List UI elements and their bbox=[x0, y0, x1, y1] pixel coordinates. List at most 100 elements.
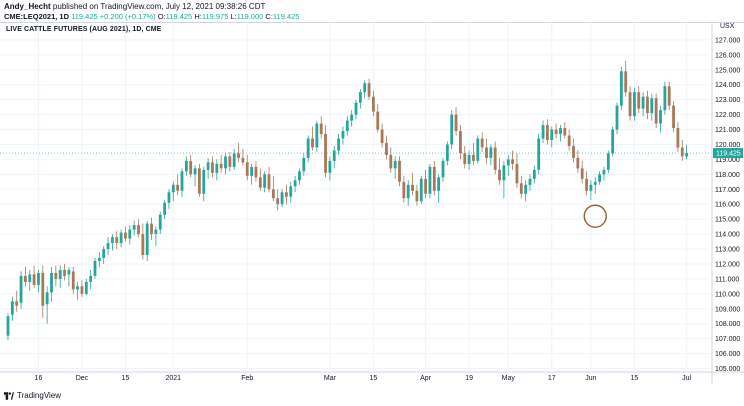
candle-body bbox=[606, 153, 610, 170]
candle-body bbox=[124, 232, 127, 239]
candle-body bbox=[28, 274, 32, 282]
candle-body bbox=[506, 159, 510, 166]
candlestick-chart[interactable]: 105.000 106.000 107.000 108.000 109.000 110.0… bbox=[0, 22, 744, 384]
y-tick-label: 127.000 bbox=[715, 37, 740, 44]
candle-body bbox=[171, 184, 175, 193]
symbol-label: CME:LEQ2021, 1D bbox=[4, 12, 70, 21]
x-tick-label: 15 bbox=[370, 375, 378, 382]
candle-body bbox=[550, 129, 554, 140]
candle-body bbox=[537, 138, 541, 170]
candle-body bbox=[502, 165, 506, 181]
x-tick-label: Apr bbox=[420, 375, 432, 382]
candle-body bbox=[193, 168, 197, 175]
x-tick-label: 19 bbox=[465, 375, 473, 382]
candle-body bbox=[411, 184, 414, 191]
publish-line: Andy_Hecht published on TradingView.com,… bbox=[4, 2, 265, 12]
candle-body bbox=[106, 243, 110, 250]
candle-body bbox=[367, 83, 371, 97]
candle-body bbox=[211, 162, 214, 173]
candle-body bbox=[659, 110, 662, 124]
y-tick-label: 124.000 bbox=[715, 82, 740, 89]
y-tick-label: 107.000 bbox=[715, 336, 740, 343]
candle-body bbox=[132, 225, 136, 230]
candle-body bbox=[267, 174, 271, 190]
y-tick-label: 121.000 bbox=[715, 127, 740, 134]
price-change: +0.200 (+0.17%) bbox=[99, 12, 156, 21]
candle-body bbox=[350, 114, 354, 121]
candle-body bbox=[654, 98, 658, 124]
candle-body bbox=[115, 237, 119, 244]
x-tick-label: Mar bbox=[324, 375, 337, 382]
candle-body bbox=[672, 105, 675, 129]
y-tick-label: 126.000 bbox=[715, 52, 740, 59]
candle-body bbox=[324, 134, 327, 173]
candle-body bbox=[97, 257, 101, 261]
candle-body bbox=[189, 160, 193, 175]
candle-body bbox=[19, 275, 23, 303]
candle-body bbox=[219, 163, 223, 169]
candle-body bbox=[37, 272, 40, 285]
candle-body bbox=[637, 92, 641, 109]
candle-body bbox=[163, 202, 166, 215]
candle-body bbox=[358, 92, 362, 103]
candle-body bbox=[663, 86, 667, 111]
candle-body bbox=[424, 178, 427, 194]
footer: TradingView bbox=[4, 391, 61, 400]
candle-body bbox=[615, 105, 619, 130]
candle-body bbox=[93, 260, 97, 276]
candle-body bbox=[454, 114, 458, 132]
close-value: 119.425 bbox=[272, 12, 300, 21]
candle-body bbox=[285, 192, 288, 197]
candle-body bbox=[32, 274, 36, 285]
close-label: C: bbox=[265, 12, 273, 21]
candle-body bbox=[419, 178, 423, 202]
candle-body bbox=[611, 129, 615, 154]
candle-body bbox=[467, 154, 471, 164]
y-tick-label: 105.000 bbox=[715, 366, 740, 373]
y-tick-label: 110.000 bbox=[715, 291, 740, 298]
candle-body bbox=[619, 71, 623, 106]
y-tick-label: 119.000 bbox=[715, 157, 740, 164]
candle-body bbox=[554, 129, 558, 135]
candle-body bbox=[541, 125, 545, 139]
candle-body bbox=[80, 286, 84, 294]
candle-body bbox=[306, 138, 310, 158]
candle-body bbox=[372, 96, 375, 112]
candle-body bbox=[572, 145, 575, 158]
candle-body bbox=[559, 128, 562, 135]
candle-body bbox=[546, 125, 549, 140]
last-price-tag-label: 119.425 bbox=[716, 151, 741, 158]
candle-body bbox=[198, 168, 201, 194]
candle-body bbox=[685, 153, 688, 157]
x-tick-label: 17 bbox=[548, 375, 556, 382]
candle-body bbox=[441, 160, 445, 178]
author-name[interactable]: Andy_Hecht bbox=[4, 2, 51, 11]
candle-body bbox=[302, 157, 306, 172]
y-tick-label: 122.000 bbox=[715, 112, 740, 119]
y-tick-label: 125.000 bbox=[715, 67, 740, 74]
candle-body bbox=[76, 286, 79, 290]
x-tick-label: 16 bbox=[35, 375, 43, 382]
candle-body bbox=[624, 71, 628, 93]
y-tick-label: 108.000 bbox=[715, 321, 740, 328]
candle-body bbox=[376, 111, 380, 130]
footer-brand[interactable]: TradingView bbox=[17, 391, 62, 400]
low-label: L: bbox=[230, 12, 237, 21]
candle-body bbox=[337, 138, 340, 151]
candle-body bbox=[641, 96, 645, 109]
candle-body bbox=[58, 269, 62, 279]
candle-body bbox=[45, 292, 49, 305]
candle-body bbox=[280, 192, 284, 205]
candle-body bbox=[680, 147, 684, 157]
candle-body bbox=[415, 190, 419, 202]
candle-body bbox=[250, 166, 253, 176]
candle-body bbox=[206, 162, 210, 170]
candle-body bbox=[354, 102, 358, 115]
candle-body bbox=[176, 184, 180, 191]
candle-body bbox=[311, 138, 314, 148]
candle-body bbox=[254, 166, 258, 178]
y-tick-label: 113.000 bbox=[715, 247, 740, 254]
x-tick-label: 2021 bbox=[166, 375, 182, 382]
candle-body bbox=[258, 177, 262, 188]
tradingview-logo-icon bbox=[4, 391, 14, 400]
